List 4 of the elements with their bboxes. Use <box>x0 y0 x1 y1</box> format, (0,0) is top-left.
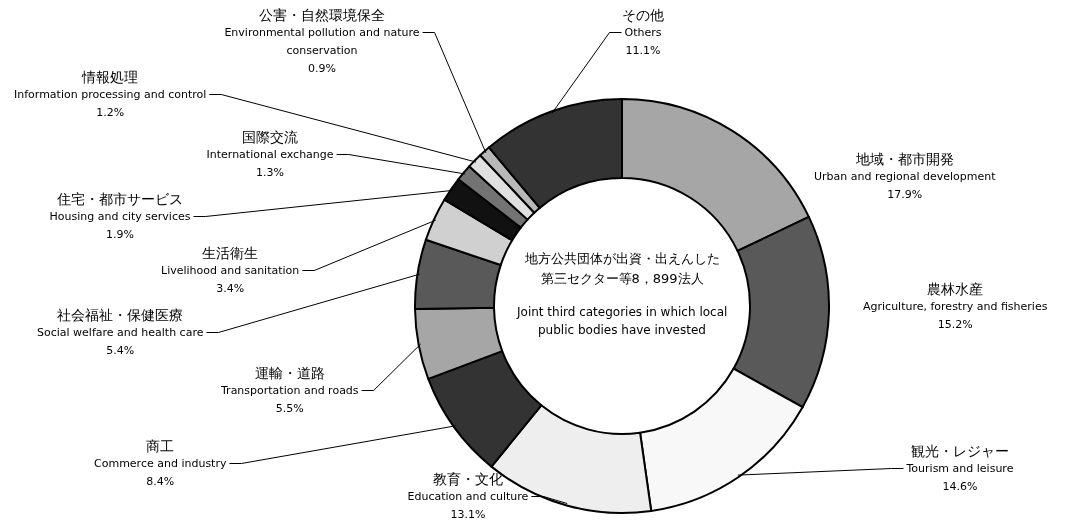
text: Joint third categories in which local <box>517 304 728 321</box>
text: 第三セクター等8，899法人 <box>540 270 704 287</box>
text: public bodies have invested <box>538 322 706 339</box>
text: 地方公共団体が出資・出えんした <box>524 250 720 267</box>
